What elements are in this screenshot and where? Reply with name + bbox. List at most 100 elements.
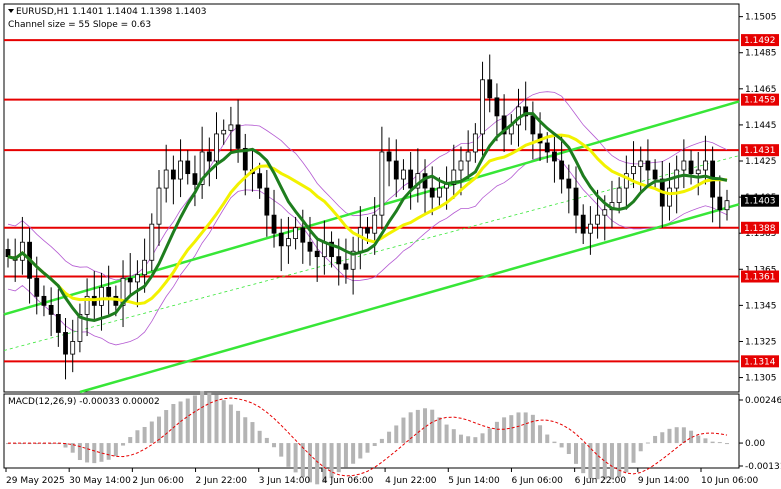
macd-histogram-bar (200, 391, 205, 444)
time-tick-label: 4 Jun 22:00 (385, 476, 437, 486)
candle-body (544, 142, 550, 153)
macd-histogram-bar (509, 415, 514, 444)
macd-histogram-bar (559, 443, 564, 448)
dropdown-arrow-icon[interactable] (8, 9, 14, 13)
candle-body (192, 173, 198, 185)
candle-body (717, 196, 723, 211)
candle-body (293, 227, 299, 240)
candle-body (206, 151, 212, 162)
price-panel-frame (3, 3, 740, 393)
level-tag-label: 1.1431 (744, 146, 776, 156)
candle-body (84, 295, 90, 315)
macd-histogram-bar (286, 443, 291, 467)
candle-body (724, 200, 730, 211)
macd-histogram-bar (717, 442, 722, 444)
macd-histogram-bar (358, 443, 363, 459)
candle-body (163, 169, 169, 189)
macd-histogram-bar (631, 443, 636, 463)
macd-histogram-bar (164, 410, 169, 444)
candle-body (214, 133, 219, 162)
candle-body (695, 169, 701, 175)
moving-averages (7, 112, 728, 323)
candle-body (170, 169, 176, 180)
candle-body (631, 166, 636, 175)
candle-body (688, 160, 694, 175)
level-tag-box (741, 144, 779, 157)
candle-body (127, 277, 133, 283)
candle-body (321, 241, 327, 258)
candle-body (494, 97, 500, 117)
macd-histogram-bar (99, 443, 104, 462)
macd-histogram-bar (329, 443, 334, 479)
macd-histogram-bar (538, 425, 543, 444)
candle-body (487, 79, 493, 99)
macd-histogram-bar (502, 417, 507, 444)
price-tick-label: 1.1425 (745, 157, 777, 167)
macd-histogram-bar (77, 443, 82, 461)
macd-histogram-bar (638, 443, 643, 452)
macd-header: MACD(12,26,9) -0.00033 0.00002 (8, 397, 160, 407)
candle-body (242, 147, 248, 171)
level-tag-box (741, 270, 779, 283)
macd-histogram-bar (703, 438, 708, 444)
level-tag-label: 1.1459 (744, 96, 776, 106)
macd-histogram-bar (221, 400, 226, 444)
candle-body (674, 169, 680, 189)
candle-body (559, 160, 565, 180)
macd-histogram-bar (458, 434, 463, 444)
macd-histogram-bar (250, 422, 255, 444)
time-tick-label: 5 Jun 14:00 (448, 476, 500, 486)
macd-histogram-bar (264, 437, 269, 444)
candle-body (106, 286, 112, 297)
macd-histogram-bar (653, 435, 658, 444)
macd-histogram-bar (236, 410, 241, 444)
level-tag-label: 1.1361 (744, 273, 776, 283)
candle-body (587, 223, 593, 234)
price-tick-label: 1.1505 (745, 13, 777, 23)
candle-body (142, 259, 148, 276)
current-price-label: 1.1403 (744, 197, 776, 207)
candle-body (41, 295, 47, 306)
macd-panel-frame (3, 393, 740, 469)
candle-body (681, 160, 687, 171)
macd-signal-line (8, 397, 728, 477)
macd-histogram-bar (530, 414, 535, 444)
channel-lower-line (79, 203, 740, 394)
candle-body (264, 187, 270, 216)
time-tick-label: 2 Jun 22:00 (196, 476, 248, 486)
macd-histogram-bar (243, 417, 248, 444)
macd-histogram-bar (660, 432, 665, 444)
level-tag-label: 1.1492 (744, 36, 776, 46)
macd-histogram-bar (408, 412, 413, 444)
macd-histogram-bar (466, 436, 471, 444)
macd-histogram-bar (581, 443, 586, 474)
macd-histogram-bar (617, 443, 622, 477)
candle-body (401, 169, 406, 180)
current-price-box (741, 194, 779, 207)
time-tick-label: 6 Jun 22:00 (575, 476, 627, 486)
slow-ma-line (7, 133, 728, 306)
macd-histogram-bar (387, 431, 392, 444)
time-tick-label: 3 Jun 14:00 (259, 476, 311, 486)
macd-histogram-bar (566, 443, 571, 455)
macd-histogram-bar (696, 435, 701, 444)
macd-histogram-bar (401, 417, 406, 444)
candle-body (580, 214, 586, 234)
candle-body (257, 173, 263, 189)
macd-histogram-bar (609, 443, 614, 480)
candle-body (329, 241, 334, 258)
candle-body (34, 277, 40, 297)
time-tick-label: 30 May 14:00 (69, 476, 131, 486)
macd-histogram-bar (257, 430, 262, 444)
level-tag-label: 1.1314 (744, 357, 776, 367)
candle-body (63, 332, 68, 355)
candle-body (379, 151, 385, 216)
candle-body (5, 249, 11, 258)
candle-body (372, 214, 378, 234)
candle-body (336, 256, 342, 265)
candle-body (77, 313, 83, 342)
candle-body (573, 187, 579, 216)
macd-histogram-bar (185, 398, 190, 444)
macd-tick-label: 0.00 (745, 439, 765, 449)
macd-histogram-bar (343, 443, 348, 468)
